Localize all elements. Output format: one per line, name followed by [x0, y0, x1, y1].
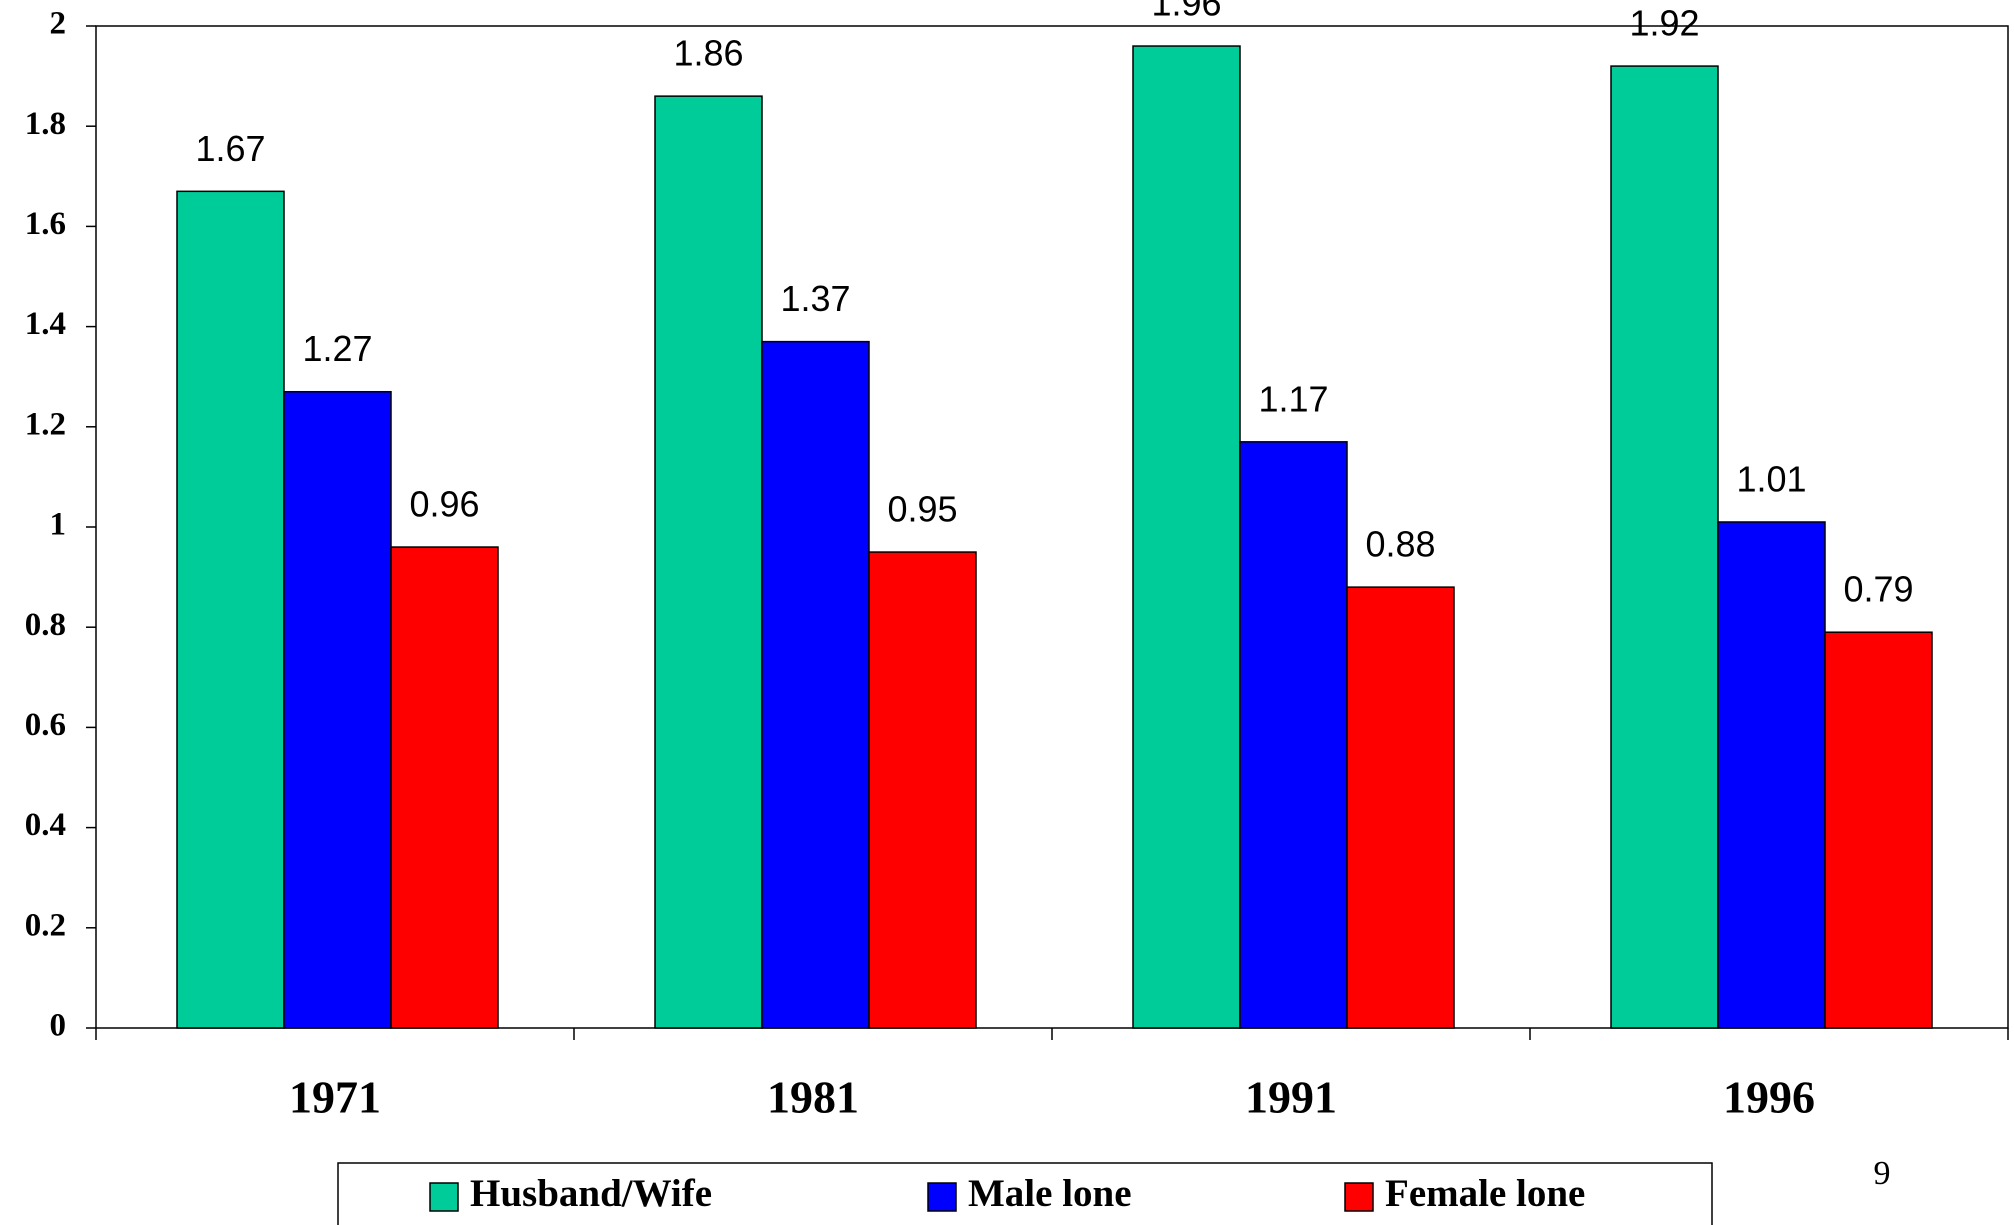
y-tick-label: 0.8 — [25, 607, 66, 643]
x-tick-label: 1996 — [1723, 1072, 1815, 1123]
bar — [1717, 521, 1826, 1029]
legend-swatch — [1344, 1182, 1374, 1212]
bar — [868, 551, 977, 1029]
bar — [761, 340, 870, 1029]
bar — [1824, 631, 1933, 1029]
y-tick-label: 1.4 — [25, 306, 66, 342]
bar — [1239, 441, 1348, 1029]
data-label: 1.92 — [1629, 3, 1699, 44]
y-tick-label: 1 — [50, 507, 67, 543]
data-label: 0.96 — [409, 484, 479, 525]
data-label: 1.96 — [1151, 0, 1221, 24]
y-tick-label: 1.2 — [25, 406, 66, 442]
y-tick-label: 2 — [50, 6, 67, 42]
legend-swatch — [927, 1182, 957, 1212]
bar — [176, 190, 285, 1029]
data-label: 1.27 — [302, 328, 372, 369]
data-label: 1.37 — [780, 278, 850, 319]
data-label: 0.79 — [1843, 569, 1913, 610]
bar — [1610, 65, 1719, 1029]
bar — [390, 546, 499, 1029]
y-tick-label: 0.4 — [25, 807, 66, 843]
x-tick-label: 1981 — [767, 1072, 859, 1123]
y-tick-label: 1.8 — [25, 106, 66, 142]
y-tick-label: 0.2 — [25, 907, 66, 943]
data-label: 1.67 — [195, 128, 265, 169]
y-tick-label: 0.6 — [25, 707, 66, 743]
legend-box — [337, 1162, 1713, 1225]
legend-label: Male lone — [968, 1172, 1132, 1215]
bar — [283, 390, 392, 1029]
x-tick-label: 1991 — [1245, 1072, 1337, 1123]
y-tick-label: 1.6 — [25, 206, 66, 242]
bar — [1346, 586, 1455, 1029]
legend-label: Husband/Wife — [470, 1172, 712, 1215]
data-label: 1.86 — [673, 33, 743, 74]
data-label: 1.17 — [1258, 378, 1328, 419]
bar — [654, 95, 763, 1029]
data-label: 0.88 — [1365, 524, 1435, 565]
bar — [1132, 45, 1241, 1029]
x-tick-label: 1971 — [289, 1072, 381, 1123]
legend-swatch — [429, 1182, 459, 1212]
data-label: 1.01 — [1736, 459, 1806, 500]
page-number: 9 — [1874, 1155, 1891, 1192]
data-label: 0.95 — [887, 489, 957, 530]
y-tick-label: 0 — [50, 1008, 67, 1044]
legend-label: Female lone — [1385, 1172, 1585, 1215]
